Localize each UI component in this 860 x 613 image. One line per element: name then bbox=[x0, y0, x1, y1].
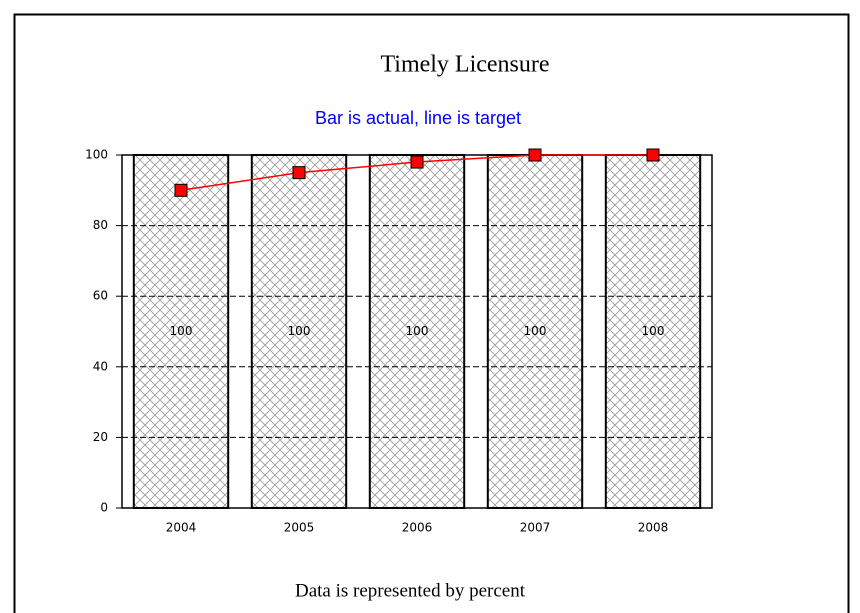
bar bbox=[486, 154, 584, 509]
y-tick-label: 80 bbox=[93, 218, 108, 232]
data-label: 100 bbox=[288, 324, 311, 338]
data-label: 100 bbox=[406, 324, 429, 338]
data-label: 100 bbox=[170, 324, 193, 338]
data-label: 100 bbox=[642, 324, 665, 338]
chart-subtitle: Bar is actual, line is target bbox=[315, 108, 521, 128]
target-marker bbox=[528, 148, 542, 162]
frame bbox=[13, 13, 850, 613]
y-tick-label: 100 bbox=[85, 148, 108, 162]
x-tick-label: 2004 bbox=[166, 521, 197, 535]
bar bbox=[250, 154, 348, 509]
y-tick-label: 40 bbox=[93, 359, 108, 373]
x-tick-label: 2005 bbox=[284, 521, 315, 535]
x-tick-label: 2006 bbox=[402, 521, 433, 535]
bar bbox=[604, 154, 702, 509]
y-tick-label: 60 bbox=[93, 289, 108, 303]
y-tick-label: 20 bbox=[93, 430, 108, 444]
target-marker bbox=[292, 166, 306, 180]
footer: Data is represented by percent bbox=[295, 580, 526, 601]
data-label: 100 bbox=[524, 324, 547, 338]
x-tick-label: 2007 bbox=[520, 521, 551, 535]
target-marker bbox=[410, 155, 424, 169]
target-marker bbox=[174, 183, 188, 197]
plot-frame bbox=[121, 154, 713, 509]
x-tick-label: 2008 bbox=[638, 521, 669, 535]
y-tick-label: 0 bbox=[100, 501, 108, 515]
chart-title: Timely Licensure bbox=[380, 52, 549, 78]
target-marker bbox=[646, 148, 660, 162]
